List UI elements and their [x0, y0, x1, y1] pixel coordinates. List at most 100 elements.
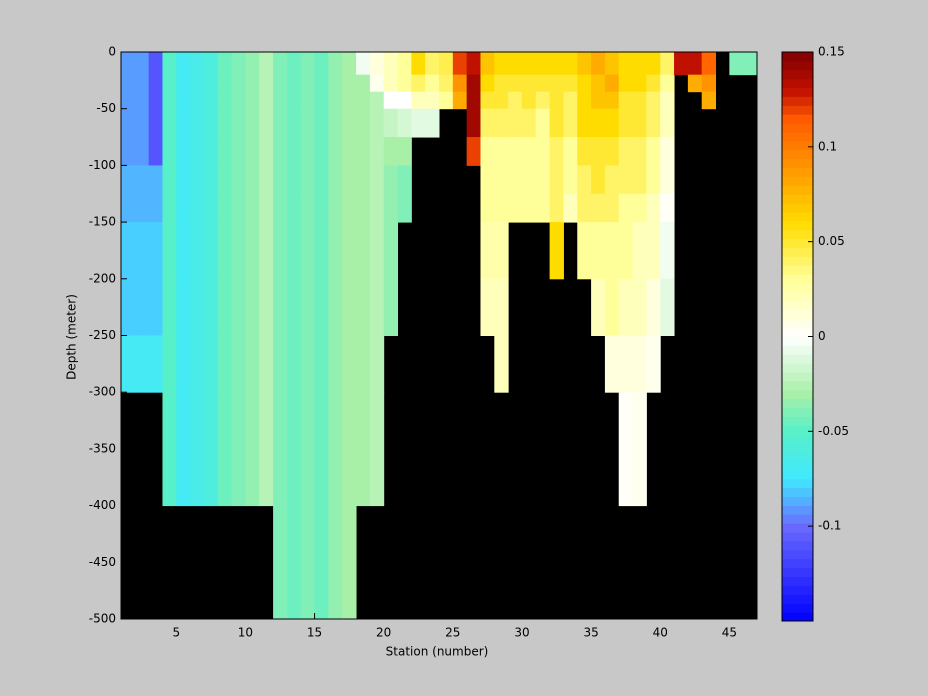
- heatmap-cell: [314, 108, 329, 138]
- heatmap-cell: [369, 392, 385, 507]
- heatmap-cell: [328, 108, 343, 138]
- heatmap-cell: [480, 278, 495, 336]
- heatmap-cell: [549, 108, 564, 138]
- heatmap-cell: [245, 193, 260, 223]
- colorbar-segment: [782, 460, 813, 471]
- colorbar-segment: [782, 354, 813, 364]
- heatmap-cell: [521, 137, 537, 166]
- heatmap-cell: [286, 278, 302, 336]
- x-axis-label: Station (number): [386, 645, 489, 659]
- heatmap-cell: [286, 222, 302, 280]
- heatmap-cell: [632, 392, 647, 507]
- heatmap-cell: [549, 52, 564, 76]
- heatmap-cell: [508, 74, 523, 93]
- heatmap-cell: [494, 74, 509, 93]
- heatmap-cell: [342, 222, 357, 280]
- heatmap-cell: [286, 165, 302, 195]
- heatmap-cell: [577, 222, 592, 280]
- heatmap-cell: [162, 193, 177, 223]
- heatmap-cell: [121, 74, 136, 93]
- heatmap-cell: [176, 193, 191, 223]
- heatmap-cell: [176, 137, 191, 166]
- heatmap-cell: [148, 193, 163, 223]
- heatmap-cell: [535, 137, 551, 166]
- colorbar-segment: [782, 576, 813, 586]
- heatmap-cell: [190, 74, 205, 93]
- heatmap-cell: [604, 91, 620, 110]
- heatmap-cell: [549, 74, 564, 93]
- heatmap-cell: [134, 278, 150, 336]
- heatmap-cell: [383, 222, 399, 280]
- heatmap-cell: [466, 108, 481, 138]
- colorbar-segment: [782, 514, 813, 524]
- heatmap-cell: [494, 108, 509, 138]
- heatmap-cell: [162, 165, 177, 195]
- heatmap-cell: [259, 278, 274, 336]
- heatmap-cell: [203, 165, 219, 195]
- heatmap-cell: [632, 222, 647, 280]
- heatmap-cell: [134, 108, 150, 138]
- heatmap-cell: [466, 91, 481, 110]
- heatmap-cell: [314, 505, 329, 620]
- heatmap-cell: [494, 335, 509, 393]
- heatmap-cell: [356, 392, 371, 507]
- x-tick-label: 35: [583, 626, 598, 640]
- heatmap-cell: [259, 193, 274, 223]
- heatmap-cell: [259, 165, 274, 195]
- heatmap-cell: [591, 193, 606, 223]
- colorbar-segment: [782, 380, 813, 391]
- heatmap-cell: [563, 74, 578, 93]
- heatmap-cell: [646, 137, 661, 166]
- y-axis-label: Depth (meter): [65, 294, 79, 380]
- heatmap-cell: [508, 108, 523, 138]
- heatmap-cell: [190, 222, 205, 280]
- heatmap-cell: [300, 108, 316, 138]
- heatmap-cell: [369, 74, 385, 93]
- heatmap-cell: [369, 108, 385, 138]
- heatmap-cell: [577, 137, 592, 166]
- colorbar-segment: [782, 87, 813, 97]
- heatmap-cell: [646, 278, 661, 336]
- heatmap-cell: [383, 108, 399, 138]
- colorbar-segment: [782, 185, 813, 195]
- heatmap-cell: [494, 278, 509, 336]
- heatmap-cell: [203, 52, 219, 76]
- heatmap-cell: [632, 74, 647, 93]
- heatmap-cell: [190, 193, 205, 223]
- heatmap-cell: [190, 108, 205, 138]
- heatmap-cell: [480, 165, 495, 195]
- heatmap-cell: [286, 392, 302, 507]
- heatmap-cell: [646, 222, 661, 280]
- heatmap-cell: [383, 278, 399, 336]
- heatmap-cell: [286, 505, 302, 620]
- heatmap-cell: [148, 52, 163, 76]
- heatmap-cell: [273, 137, 288, 166]
- colorbar-segment: [782, 203, 813, 213]
- heatmap-cell: [314, 52, 329, 76]
- heatmap-cell: [604, 335, 620, 393]
- heatmap-cell: [577, 108, 592, 138]
- heatmap-cell: [397, 165, 412, 195]
- heatmap-cell: [259, 137, 274, 166]
- colorbar-segment: [782, 425, 813, 435]
- heatmap-cell: [342, 193, 357, 223]
- y-tick-label: -450: [89, 555, 116, 569]
- heatmap-cell: [121, 52, 136, 76]
- heatmap-cell: [342, 137, 357, 166]
- heatmap-cell: [411, 52, 426, 76]
- heatmap-cell: [273, 193, 288, 223]
- heatmap-cell: [356, 91, 371, 110]
- heatmap-cell: [439, 74, 454, 93]
- heatmap-cell: [328, 137, 343, 166]
- heatmap-cell: [618, 335, 634, 393]
- heatmap-cell: [328, 392, 343, 507]
- heatmap-cell: [286, 137, 302, 166]
- heatmap-cell: [217, 392, 233, 507]
- heatmap-cell: [328, 193, 343, 223]
- heatmap-cell: [369, 137, 385, 166]
- heatmap-cell: [604, 108, 620, 138]
- y-tick-label: -50: [96, 101, 116, 115]
- heatmap-cell: [466, 74, 481, 93]
- heatmap-cell: [231, 165, 246, 195]
- heatmap-cell: [618, 52, 634, 76]
